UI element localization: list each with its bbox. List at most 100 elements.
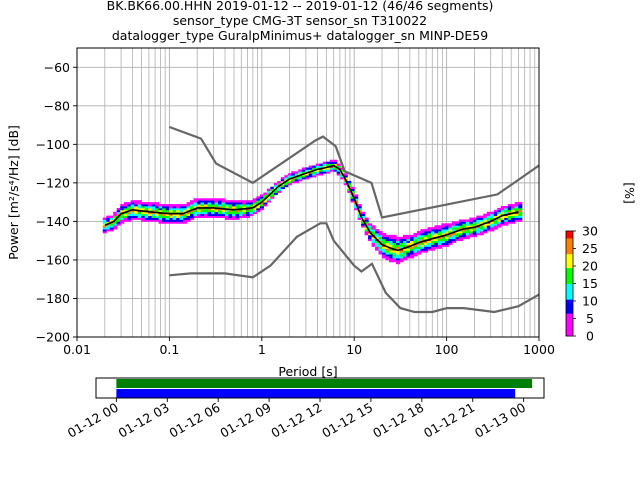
psd-density-cell <box>165 209 170 213</box>
psd-density-cell <box>507 215 512 218</box>
colorbar-cell <box>566 269 573 272</box>
psd-density-cell <box>207 207 212 211</box>
colorbar-tick-label: 30 <box>582 224 598 239</box>
psd-density-cell <box>169 205 174 209</box>
colorbar-cell <box>566 241 573 244</box>
psd-density-cell <box>305 173 310 176</box>
psd-density-cell <box>455 234 460 238</box>
psd-density-cell <box>396 250 401 253</box>
colorbar-cell <box>566 255 573 258</box>
psd-density-cell <box>190 202 195 205</box>
psd-density-cell <box>416 232 422 236</box>
psd-density-cell <box>301 171 306 174</box>
psd-density-cell <box>451 234 456 238</box>
colorbar-cell <box>566 299 573 302</box>
psd-density-cell <box>179 215 184 218</box>
psd-density-cell <box>169 213 174 217</box>
psd-density-cell <box>172 205 177 209</box>
psd-density-cell <box>322 169 327 172</box>
psd-density-cell <box>312 171 317 174</box>
psd-density-cell <box>249 207 254 211</box>
psd-density-cell <box>186 207 191 211</box>
psd-density-cell <box>315 171 320 174</box>
psd-density-cell <box>451 238 456 242</box>
psd-density-cell <box>389 250 394 253</box>
psd-density-cell <box>200 213 205 217</box>
psd-density-cell <box>207 211 212 215</box>
psd-density-cell <box>455 236 460 240</box>
chart-title-line2: sensor_type CMG-3T sensor_sn T310022 <box>172 13 428 28</box>
psd-density-cell <box>197 213 202 217</box>
psd-density-cell <box>396 261 401 265</box>
psd-density-cell <box>427 234 432 238</box>
psd-density-cell <box>141 205 146 209</box>
colorbar-cell <box>566 311 573 314</box>
psd-density-cell <box>399 258 404 261</box>
psd-density-cell <box>305 169 310 172</box>
psd-density-cell <box>204 213 209 217</box>
psd-density-cell <box>186 202 191 205</box>
psd-density-cell <box>210 204 216 207</box>
psd-density-cell <box>249 204 254 207</box>
psd-density-cell <box>221 198 226 201</box>
psd-density-cell <box>162 217 167 220</box>
psd-density-cell <box>130 213 135 217</box>
psd-density-cell <box>319 163 324 166</box>
psd-density-cell <box>423 248 429 251</box>
psd-density-cell <box>308 171 313 174</box>
psd-density-cell <box>193 215 198 218</box>
psd-density-cell <box>462 225 467 228</box>
psd-density-cell <box>434 240 439 243</box>
psd-density-cell <box>155 207 160 211</box>
psd-density-cell <box>416 246 422 249</box>
psd-density-cell <box>430 232 436 236</box>
colorbar-cell <box>566 245 573 248</box>
psd-density-cell <box>204 207 209 211</box>
psd-density-cell <box>224 205 230 209</box>
psd-density-cell <box>221 215 226 218</box>
psd-density-cell <box>357 204 362 207</box>
psd-density-cell <box>162 219 167 222</box>
psd-density-cell <box>385 244 390 247</box>
psd-density-cell <box>399 256 404 259</box>
psd-density-cell <box>350 196 355 199</box>
psd-density-cell <box>200 204 205 207</box>
psd-density-cell <box>134 204 139 207</box>
colorbar-cell <box>566 295 573 298</box>
colorbar-cell <box>566 259 573 262</box>
psd-density-cell <box>109 219 114 222</box>
psd-density-cell <box>141 219 146 222</box>
psd-density-cell <box>437 240 443 243</box>
psd-density-cell <box>396 236 401 240</box>
psd-density-cell <box>455 231 460 234</box>
psd-density-cell <box>207 202 212 205</box>
psd-density-cell <box>392 252 397 255</box>
psd-density-cell <box>148 204 153 207</box>
psd-density-cell <box>245 213 250 217</box>
psd-density-cell <box>371 225 376 228</box>
psd-density-cell <box>333 163 338 166</box>
psd-density-cell <box>162 215 167 218</box>
psd-density-cell <box>465 223 470 226</box>
psd-density-cell <box>361 213 366 217</box>
psd-density-cell <box>392 238 397 242</box>
colorbar-cell <box>566 248 573 251</box>
psd-density-cell <box>315 173 320 176</box>
psd-density-cell <box>127 211 132 215</box>
psd-density-cell <box>441 240 446 243</box>
psd-density-cell <box>340 169 345 172</box>
colorbar-cell <box>566 264 573 267</box>
psd-density-cell <box>305 175 310 178</box>
psd-density-cell <box>277 186 282 190</box>
psd-density-cell <box>148 211 153 215</box>
psd-density-cell <box>458 234 463 238</box>
colorbar-cell <box>566 329 573 332</box>
psd-density-cell <box>444 238 449 242</box>
psd-density-cell <box>333 159 338 163</box>
psd-density-cell <box>409 234 415 238</box>
psd-density-cell <box>266 192 271 195</box>
psd-density-cell <box>434 227 439 230</box>
psd-density-cell <box>385 234 390 238</box>
psd-density-cell <box>469 223 474 226</box>
x-axis-label: Period [s] <box>278 364 337 379</box>
